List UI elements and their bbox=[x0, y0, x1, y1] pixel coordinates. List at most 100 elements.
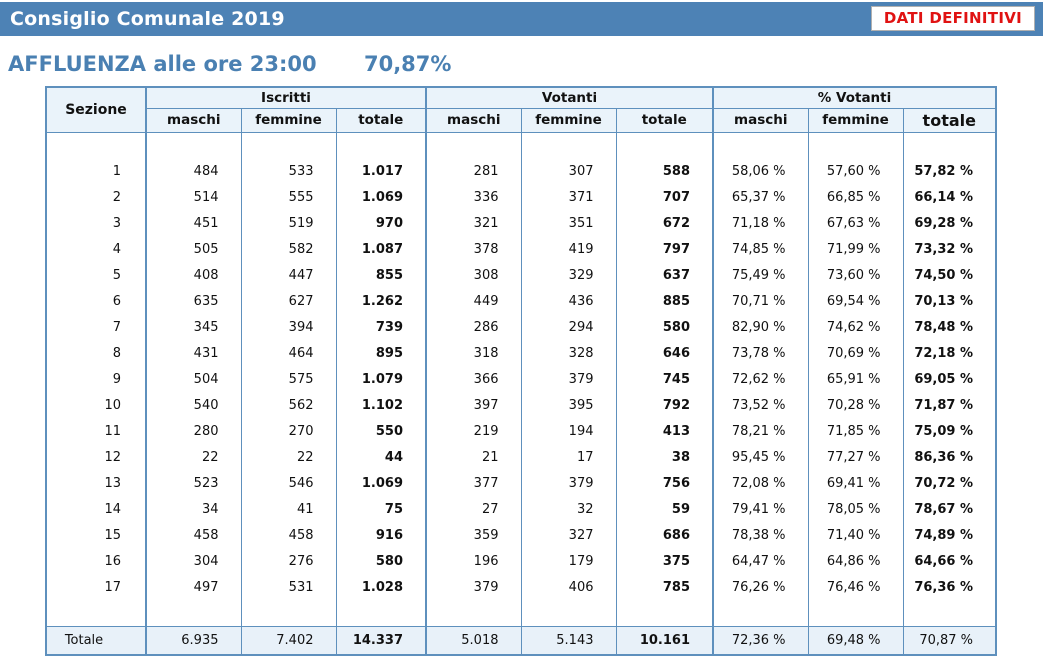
iscritti-maschi-cell: 280 bbox=[145, 418, 242, 444]
votanti-maschi-cell: 21 bbox=[425, 444, 522, 470]
perc-totale-cell: 57,82 % bbox=[902, 158, 997, 184]
iscritti-maschi-cell: 523 bbox=[145, 470, 242, 496]
iscritti-maschi-cell: 304 bbox=[145, 548, 242, 574]
votanti-totale-cell: 413 bbox=[615, 418, 714, 444]
iscritti-totale-cell: 895 bbox=[335, 340, 427, 366]
iscritti-totale-cell: 916 bbox=[335, 522, 427, 548]
perc-femmine-cell: 76,46 % bbox=[807, 574, 904, 600]
votanti-femmine-cell: 327 bbox=[520, 522, 617, 548]
affluenza-heading: AFFLUENZA alle ore 23:00 70,87% bbox=[8, 52, 1043, 76]
perc-femmine-cell: 69,54 % bbox=[807, 288, 904, 314]
perc-maschi-cell: 73,78 % bbox=[712, 340, 809, 366]
iscritti-totale-cell: 580 bbox=[335, 548, 427, 574]
votanti-femmine-cell: 32 bbox=[520, 496, 617, 522]
iscritti-maschi-cell: 34 bbox=[145, 496, 242, 522]
spacer-cell bbox=[902, 132, 997, 158]
table-row: 11 280 270 550 219 194 413 78,21 % 71,85 % 75,09 … bbox=[45, 418, 997, 444]
iscritti-femmine-cell: 562 bbox=[240, 392, 337, 418]
perc-maschi-cell: 82,90 % bbox=[712, 314, 809, 340]
perc-maschi-cell: 65,37 % bbox=[712, 184, 809, 210]
spacer-cell bbox=[425, 600, 522, 626]
spacer-cell bbox=[712, 132, 809, 158]
votanti-maschi-cell: 321 bbox=[425, 210, 522, 236]
perc-totale-cell: 78,48 % bbox=[902, 314, 997, 340]
perc-totale-cell: 70,13 % bbox=[902, 288, 997, 314]
sezione-cell: 16 bbox=[45, 548, 147, 574]
iscritti-totale-cell: 739 bbox=[335, 314, 427, 340]
votanti-femmine-cell: 395 bbox=[520, 392, 617, 418]
table-row: 13 523 546 1.069 377 379 756 72,08 % 69,41 % 70,7… bbox=[45, 470, 997, 496]
spacer-cell bbox=[807, 600, 904, 626]
table-row: 3 451 519 970 321 351 672 71,18 % 67,63 % 69,28 % bbox=[45, 210, 997, 236]
sezione-cell: 4 bbox=[45, 236, 147, 262]
iscritti-femmine-cell: 447 bbox=[240, 262, 337, 288]
column-header-votanti-maschi: maschi bbox=[425, 107, 522, 133]
sezione-cell: 9 bbox=[45, 366, 147, 392]
table-row: 9 504 575 1.079 366 379 745 72,62 % 65,91 % 69,05… bbox=[45, 366, 997, 392]
spacer-cell bbox=[712, 600, 809, 626]
total-iscritti-femmine: 7.402 bbox=[240, 625, 337, 655]
iscritti-totale-cell: 1.069 bbox=[335, 184, 427, 210]
iscritti-femmine-cell: 270 bbox=[240, 418, 337, 444]
votanti-totale-cell: 756 bbox=[615, 470, 714, 496]
votanti-maschi-cell: 219 bbox=[425, 418, 522, 444]
iscritti-maschi-cell: 458 bbox=[145, 522, 242, 548]
votanti-femmine-cell: 379 bbox=[520, 366, 617, 392]
group-header-votanti: Votanti bbox=[424, 86, 714, 109]
votanti-maschi-cell: 308 bbox=[425, 262, 522, 288]
perc-femmine-cell: 77,27 % bbox=[807, 444, 904, 470]
perc-totale-cell: 74,50 % bbox=[902, 262, 997, 288]
perc-totale-cell: 64,66 % bbox=[902, 548, 997, 574]
iscritti-maschi-cell: 408 bbox=[145, 262, 242, 288]
perc-maschi-cell: 76,26 % bbox=[712, 574, 809, 600]
votanti-totale-cell: 745 bbox=[615, 366, 714, 392]
iscritti-femmine-cell: 394 bbox=[240, 314, 337, 340]
perc-totale-cell: 71,87 % bbox=[902, 392, 997, 418]
spacer-cell bbox=[520, 132, 617, 158]
perc-totale-cell: 74,89 % bbox=[902, 522, 997, 548]
perc-femmine-cell: 71,85 % bbox=[807, 418, 904, 444]
perc-femmine-cell: 64,86 % bbox=[807, 548, 904, 574]
spacer-cell bbox=[145, 132, 242, 158]
votanti-femmine-cell: 379 bbox=[520, 470, 617, 496]
perc-totale-cell: 86,36 % bbox=[902, 444, 997, 470]
iscritti-femmine-cell: 575 bbox=[240, 366, 337, 392]
spacer-cell bbox=[45, 132, 147, 158]
votanti-maschi-cell: 377 bbox=[425, 470, 522, 496]
perc-maschi-cell: 64,47 % bbox=[712, 548, 809, 574]
perc-maschi-cell: 78,38 % bbox=[712, 522, 809, 548]
iscritti-totale-cell: 855 bbox=[335, 262, 427, 288]
perc-totale-cell: 66,14 % bbox=[902, 184, 997, 210]
status-badge: DATI DEFINITIVI bbox=[870, 6, 1035, 31]
votanti-femmine-cell: 329 bbox=[520, 262, 617, 288]
perc-femmine-cell: 73,60 % bbox=[807, 262, 904, 288]
total-iscritti-totale: 14.337 bbox=[335, 625, 427, 655]
column-header-perc-maschi: maschi bbox=[712, 107, 809, 133]
total-perc-femmine: 69,48 % bbox=[807, 625, 904, 655]
iscritti-totale-cell: 1.028 bbox=[335, 574, 427, 600]
iscritti-maschi-cell: 22 bbox=[145, 444, 242, 470]
column-header-iscritti-totale: totale bbox=[335, 107, 427, 133]
iscritti-femmine-cell: 41 bbox=[240, 496, 337, 522]
iscritti-femmine-cell: 546 bbox=[240, 470, 337, 496]
table-row: 4 505 582 1.087 378 419 797 74,85 % 71,99 % 73,32… bbox=[45, 236, 997, 262]
table-body: 1 484 533 1.017 281 307 588 58,06 % 57,60 % 57,82… bbox=[45, 132, 997, 626]
spacer-cell bbox=[615, 600, 714, 626]
votanti-maschi-cell: 281 bbox=[425, 158, 522, 184]
perc-femmine-cell: 57,60 % bbox=[807, 158, 904, 184]
sezione-cell: 10 bbox=[45, 392, 147, 418]
table-row: 14 34 41 75 27 32 59 79,41 % 78,05 % 78,67 % bbox=[45, 496, 997, 522]
votanti-totale-cell: 792 bbox=[615, 392, 714, 418]
iscritti-maschi-cell: 345 bbox=[145, 314, 242, 340]
votanti-maschi-cell: 286 bbox=[425, 314, 522, 340]
votanti-maschi-cell: 27 bbox=[425, 496, 522, 522]
votanti-femmine-cell: 328 bbox=[520, 340, 617, 366]
iscritti-maschi-cell: 451 bbox=[145, 210, 242, 236]
sezione-cell: 3 bbox=[45, 210, 147, 236]
sezione-cell: 14 bbox=[45, 496, 147, 522]
total-votanti-maschi: 5.018 bbox=[425, 625, 522, 655]
iscritti-femmine-cell: 276 bbox=[240, 548, 337, 574]
table-row: 15 458 458 916 359 327 686 78,38 % 71,40 % 74,89 … bbox=[45, 522, 997, 548]
total-perc-totale: 70,87 % bbox=[902, 625, 997, 655]
perc-maschi-cell: 72,62 % bbox=[712, 366, 809, 392]
